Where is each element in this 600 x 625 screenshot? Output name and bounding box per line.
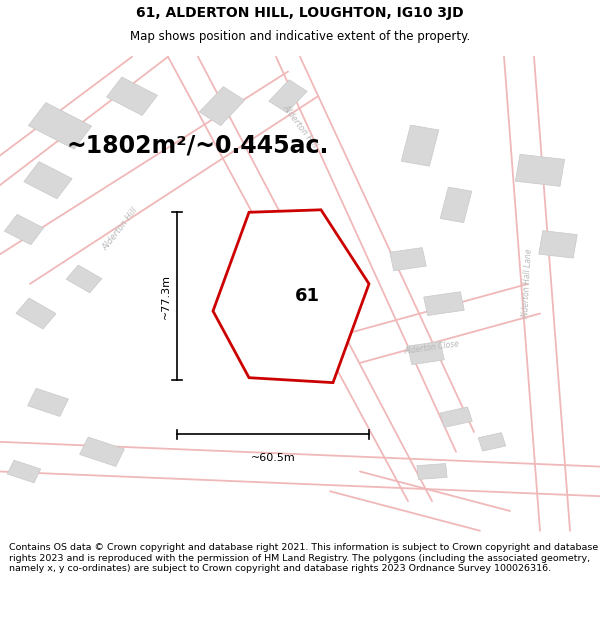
Polygon shape <box>66 265 102 292</box>
Text: ~77.3m: ~77.3m <box>161 274 171 319</box>
Polygon shape <box>24 162 72 199</box>
Polygon shape <box>408 341 444 364</box>
Text: Alderton Hill: Alderton Hill <box>101 206 139 252</box>
Text: ~1802m²/~0.445ac.: ~1802m²/~0.445ac. <box>67 134 329 158</box>
Text: Alderton Hill: Alderton Hill <box>281 102 319 149</box>
Text: ~60.5m: ~60.5m <box>251 453 295 463</box>
Polygon shape <box>107 77 157 116</box>
Polygon shape <box>16 298 56 329</box>
Polygon shape <box>199 87 245 126</box>
Polygon shape <box>440 407 472 428</box>
Polygon shape <box>80 437 124 466</box>
Text: 61, ALDERTON HILL, LOUGHTON, IG10 3JD: 61, ALDERTON HILL, LOUGHTON, IG10 3JD <box>136 6 464 20</box>
Polygon shape <box>28 102 92 149</box>
Polygon shape <box>478 432 506 451</box>
Polygon shape <box>424 292 464 316</box>
Polygon shape <box>28 388 68 416</box>
Text: Contains OS data © Crown copyright and database right 2021. This information is : Contains OS data © Crown copyright and d… <box>9 543 598 573</box>
Polygon shape <box>4 214 44 245</box>
Polygon shape <box>390 248 426 271</box>
Text: Map shows position and indicative extent of the property.: Map shows position and indicative extent… <box>130 30 470 43</box>
Text: Alderton Hall Lane: Alderton Hall Lane <box>521 249 535 319</box>
Polygon shape <box>401 125 439 166</box>
Polygon shape <box>213 210 369 382</box>
Polygon shape <box>440 187 472 222</box>
Text: Alderton Close: Alderton Close <box>404 340 460 356</box>
Polygon shape <box>7 460 41 482</box>
Polygon shape <box>515 154 565 186</box>
Text: 61: 61 <box>295 288 320 305</box>
Polygon shape <box>269 80 307 112</box>
Polygon shape <box>539 231 577 258</box>
Polygon shape <box>417 464 447 479</box>
